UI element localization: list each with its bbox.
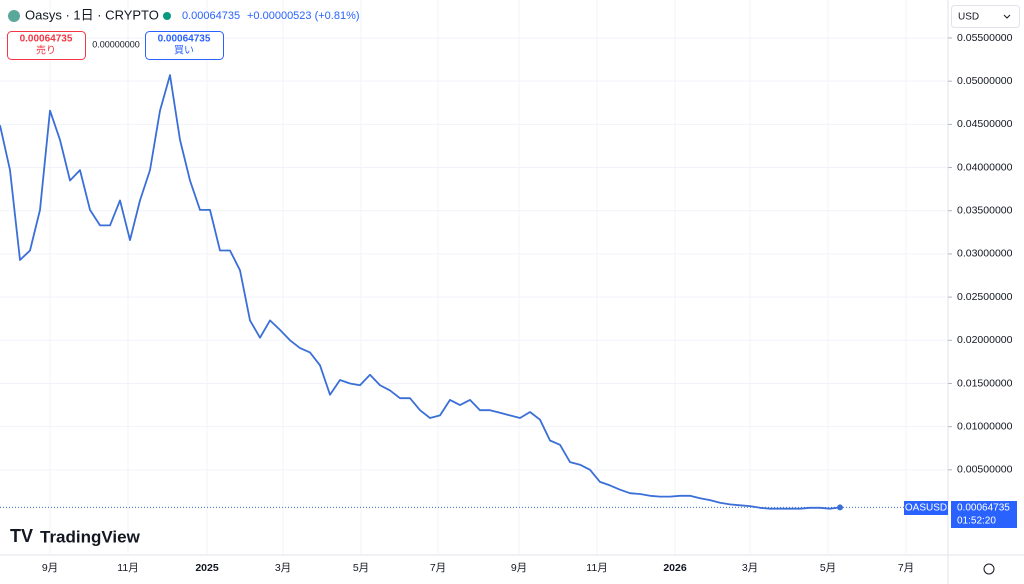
spread: 0.00000000 xyxy=(92,39,140,49)
dropdown-arrow xyxy=(1003,14,1011,19)
buy-button[interactable] xyxy=(145,31,224,60)
y-tick-label: 0.02500000 xyxy=(957,291,1013,303)
buy-price[interactable]: 0.00064735 xyxy=(158,34,211,45)
sell-label[interactable]: 売り xyxy=(36,44,56,57)
price-change: +0.00000523 (+0.81%) xyxy=(247,10,360,22)
y-tick-label: 0.04000000 xyxy=(957,161,1013,173)
symbol-title[interactable]: Oasys · 1日 · CRYPTO xyxy=(25,7,159,22)
tag-price: 0.00064735 xyxy=(957,503,1010,514)
y-tick-label: 0.00500000 xyxy=(957,464,1013,476)
logo-mark: TV xyxy=(10,526,33,546)
x-tick-label: 3月 xyxy=(742,562,758,574)
y-tick-label: 0.02000000 xyxy=(957,334,1013,346)
x-tick-label: 11月 xyxy=(586,562,607,574)
x-tick-label: 5月 xyxy=(353,562,369,574)
last-point xyxy=(837,504,843,511)
last-price: 0.00064735 xyxy=(182,10,240,22)
price-scale xyxy=(948,0,1024,584)
x-tick-label: 9月 xyxy=(511,562,527,574)
buy-label[interactable]: 買い xyxy=(174,45,194,57)
y-tick-label: 0.01000000 xyxy=(957,420,1013,432)
currency-select[interactable] xyxy=(951,5,1020,28)
tag-bg xyxy=(951,501,1017,528)
x-tick-label: 5月 xyxy=(820,562,836,574)
y-tick-label: 0.05000000 xyxy=(957,75,1013,87)
y-tick-label: 0.05500000 xyxy=(957,32,1013,44)
sell-button[interactable] xyxy=(7,31,86,60)
x-tick-label: 7月 xyxy=(898,562,914,574)
y-tick-label: 0.03000000 xyxy=(957,248,1013,260)
logo: TradingView xyxy=(40,527,141,546)
header: Oasys · 1日 · CRYPTO 0.00064735 +0.000005… xyxy=(7,5,1020,575)
x-tick-label: 2025 xyxy=(195,562,219,574)
y-tick-label: 0.01500000 xyxy=(957,377,1013,389)
settings-icon[interactable] xyxy=(983,563,995,575)
y-tick-label: 0.04500000 xyxy=(957,118,1013,130)
tag-symbol-bg xyxy=(904,501,948,515)
price-tag: OASUSD 0.00064735 01:52:20 xyxy=(904,501,1017,528)
x-tick-label: 3月 xyxy=(275,562,291,574)
currency[interactable]: USD xyxy=(958,12,979,23)
x-tick-label: 11月 xyxy=(117,562,138,574)
x-tick-label: 7月 xyxy=(430,562,446,574)
tag-symbol: OASUSD xyxy=(905,503,947,514)
price-line xyxy=(0,74,841,510)
x-tick-label: 9月 xyxy=(42,562,58,574)
sell-price[interactable]: 0.00064735 xyxy=(20,34,73,45)
symbol-icon xyxy=(8,10,20,22)
status-dot xyxy=(163,12,171,20)
x-tick-label: 2026 xyxy=(663,562,687,574)
y-tick-label: 0.03500000 xyxy=(957,205,1013,217)
tag-countdown: 01:52:20 xyxy=(957,516,996,527)
